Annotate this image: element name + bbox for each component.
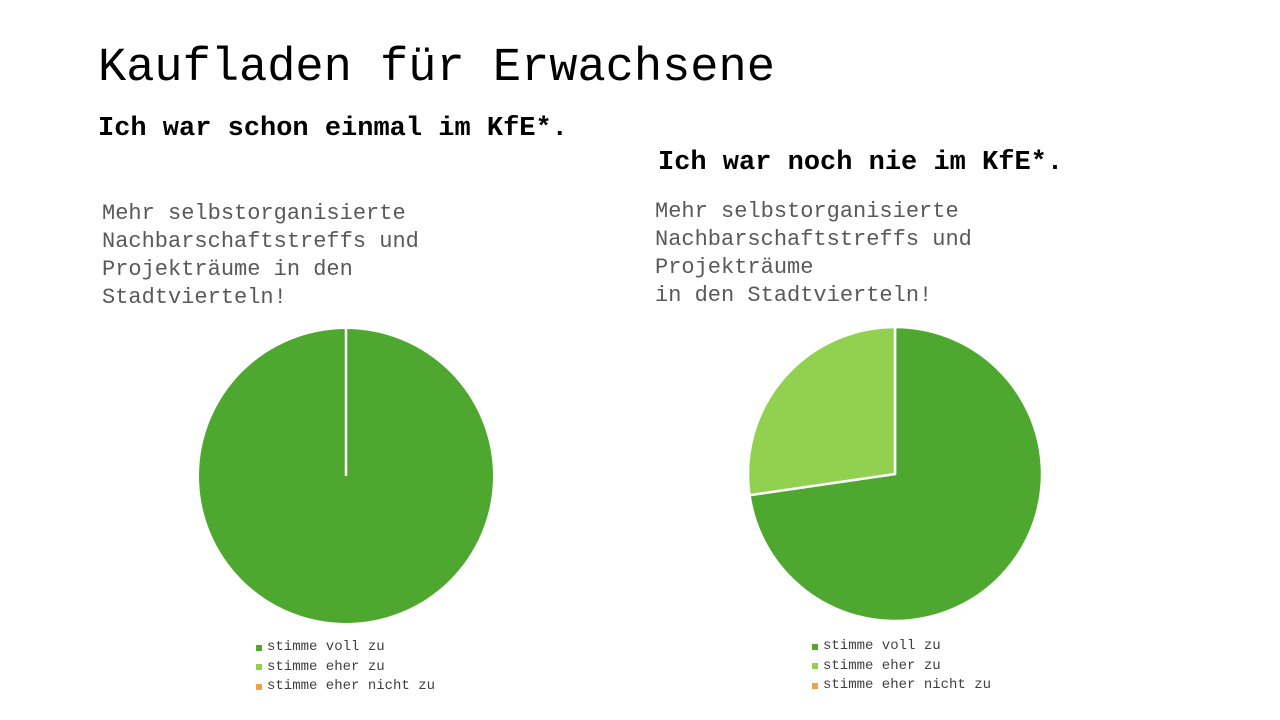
legend-swatch <box>256 664 262 671</box>
chart-title-never-visited: Mehr selbstorganisierte Nachbarschaftstr… <box>655 199 972 308</box>
legend-item-stimme-eher-nicht-zu: stimme eher nicht zu <box>256 677 435 697</box>
pie-chart-never-visited <box>746 325 1044 623</box>
legend-visited: stimme voll zu stimme eher zu stimme eher … <box>256 638 435 697</box>
legend-item-stimme-eher-zu: stimme eher zu <box>812 657 991 677</box>
legend-swatch <box>812 663 818 670</box>
panel-heading-visited: Ich war schon einmal im KfE*. <box>98 114 568 144</box>
legend-item-stimme-eher-nicht-zu: stimme eher nicht zu <box>812 676 991 696</box>
legend-never-visited: stimme voll zu stimme eher zu stimme eher … <box>812 637 991 696</box>
legend-swatch <box>812 643 818 650</box>
pie-chart-visited <box>199 329 493 623</box>
legend-label: stimme eher nicht zu <box>823 677 992 693</box>
legend-swatch <box>812 682 818 689</box>
panel-heading-never-visited: Ich war noch nie im KfE*. <box>658 148 1064 178</box>
legend-swatch <box>256 683 262 690</box>
legend-label: stimme voll zu <box>267 639 385 655</box>
chart-title-visited: Mehr selbstorganisierte Nachbarschaftstr… <box>102 201 419 310</box>
legend-item-stimme-voll-zu: stimme voll zu <box>812 637 991 657</box>
legend-label: stimme eher zu <box>267 658 385 675</box>
legend-label: stimme voll zu <box>823 638 941 654</box>
pie-slice-stimme-eher-zu <box>746 325 897 497</box>
legend-swatch <box>256 644 262 651</box>
legend-label: stimme eher zu <box>823 657 941 674</box>
legend-item-stimme-voll-zu: stimme voll zu <box>256 638 435 658</box>
legend-label: stimme eher nicht zu <box>267 678 436 694</box>
legend-item-stimme-eher-zu: stimme eher zu <box>256 658 435 678</box>
slide-title: Kaufladen für Erwachsene <box>98 42 775 95</box>
